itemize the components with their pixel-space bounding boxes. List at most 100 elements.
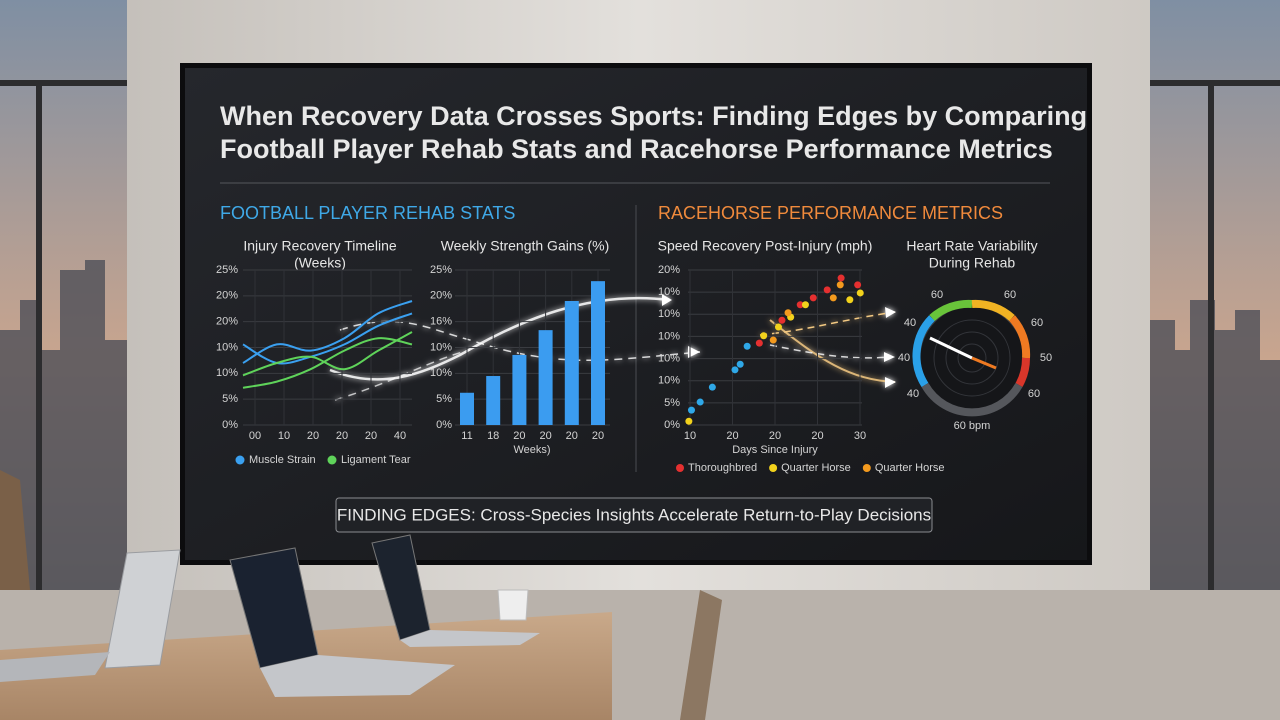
- y-tick-label: 25%: [216, 264, 238, 276]
- y-tick-label: 10%: [216, 367, 238, 379]
- bar: [538, 330, 553, 425]
- chart-title: Heart Rate Variability: [906, 238, 1037, 254]
- y-tick-label: 10%: [430, 341, 452, 353]
- y-tick-label: 5%: [436, 393, 452, 405]
- x-tick-label: 20: [769, 430, 781, 442]
- section-heading: RACEHORSE PERFORMANCE METRICS: [658, 203, 1003, 223]
- y-tick-label: 0%: [436, 419, 452, 431]
- gauge-label: 60: [1031, 317, 1043, 329]
- gauge-label: 60: [1004, 289, 1016, 301]
- x-tick-label: 40: [394, 430, 406, 442]
- x-tick-label: 20: [336, 430, 348, 442]
- point: [854, 281, 862, 289]
- point: [760, 332, 768, 340]
- y-tick-label: 20%: [216, 316, 238, 328]
- axis-label: Weeks): [513, 444, 550, 456]
- laptop-base: [0, 652, 110, 682]
- bar: [512, 354, 527, 425]
- y-tick-label: 10%: [216, 341, 238, 353]
- arrow: [329, 296, 671, 381]
- arrow: [769, 344, 891, 359]
- laptop-base: [260, 655, 455, 697]
- y-tick-label: 20%: [430, 290, 452, 302]
- chart-title: Injury Recovery Timeline: [243, 238, 396, 254]
- point: [836, 281, 844, 289]
- legend-label: Quarter Horse: [875, 462, 945, 474]
- x-tick-label: 30: [854, 430, 866, 442]
- gauge-ring: [933, 319, 1011, 397]
- point: [774, 323, 782, 331]
- point: [846, 296, 854, 304]
- y-tick-label: 10%: [658, 375, 680, 387]
- legend-marker: [235, 455, 245, 465]
- point: [837, 274, 845, 282]
- point: [796, 301, 804, 309]
- point: [731, 366, 739, 374]
- x-tick-label: 10: [684, 430, 696, 442]
- gauge-label: 60: [931, 289, 943, 301]
- point: [696, 398, 704, 406]
- y-tick-label: 16%: [430, 316, 452, 328]
- banner-box: [335, 497, 933, 533]
- gauge-label: 50: [1040, 352, 1052, 364]
- point: [769, 336, 777, 344]
- arrow: [759, 311, 896, 336]
- y-tick-label: 20%: [216, 290, 238, 302]
- gauge-arc: [921, 382, 1023, 417]
- chair: [680, 590, 722, 720]
- gauge-label: 40: [898, 352, 910, 364]
- gauge-needle: [929, 336, 973, 360]
- x-tick-label: 20: [307, 430, 319, 442]
- x-tick-label: 20: [365, 430, 377, 442]
- bar: [564, 301, 579, 425]
- point: [708, 383, 716, 391]
- banner: FINDING EDGES: Cross-Species Insights Ac…: [337, 505, 931, 524]
- gauge: [912, 299, 1031, 417]
- chair: [0, 470, 30, 590]
- chart-title: During Rehab: [929, 255, 1016, 271]
- gauge-arc: [1008, 315, 1031, 359]
- line: [242, 337, 413, 389]
- legend-marker: [769, 464, 778, 472]
- bar: [591, 281, 605, 425]
- gauge-label: 40: [907, 388, 919, 400]
- point: [784, 309, 792, 317]
- x-tick-label: 10: [278, 430, 290, 442]
- line: [242, 312, 413, 365]
- axis-label: Days Since Injury: [732, 444, 818, 456]
- x-tick-label: 20: [811, 430, 823, 442]
- x-tick-label: 00: [249, 430, 261, 442]
- legend-label: Thoroughbred: [688, 462, 757, 474]
- point: [829, 294, 837, 302]
- line: [242, 331, 413, 377]
- arrow: [339, 320, 701, 361]
- gauge-arc: [971, 299, 1015, 322]
- y-tick-label: 0%: [222, 419, 238, 431]
- bar: [460, 392, 474, 425]
- gauge-ring: [957, 343, 987, 373]
- point: [801, 301, 809, 309]
- cup: [497, 589, 529, 621]
- x-tick-label: 20: [592, 430, 604, 442]
- window-frame: [1150, 80, 1280, 86]
- point: [685, 417, 693, 425]
- y-tick-label: 10%: [658, 286, 680, 298]
- chart-title: Speed Recovery Post-Injury (mph): [658, 238, 873, 254]
- x-tick-label: 20: [513, 430, 525, 442]
- y-tick-label: 0%: [664, 419, 680, 431]
- y-tick-label: 5%: [664, 397, 680, 409]
- window-frame: [36, 80, 42, 600]
- x-tick-label: 20: [566, 430, 578, 442]
- city-left: [0, 260, 127, 600]
- legend-marker: [327, 455, 337, 465]
- chart-title: (Weeks): [294, 255, 346, 271]
- gauge-label: 40: [904, 317, 916, 329]
- arrow: [769, 319, 896, 383]
- legend-marker: [862, 464, 871, 472]
- gauge-needle: [971, 356, 997, 370]
- gauge-reading: 60 bpm: [954, 420, 991, 432]
- gauge-arc: [1015, 357, 1031, 387]
- legend-marker: [676, 464, 684, 472]
